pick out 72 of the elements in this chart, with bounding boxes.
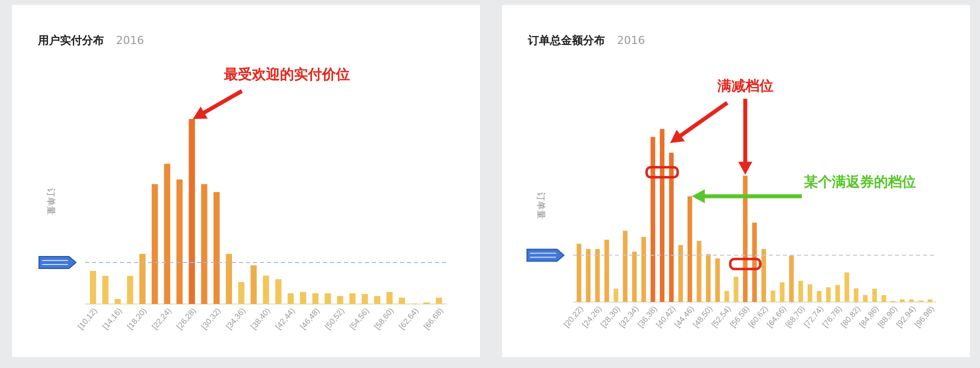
chart-subtitle: 2016: [617, 34, 645, 47]
bar: [164, 164, 170, 304]
bar: [835, 285, 840, 302]
bar: [337, 296, 344, 304]
bar: [226, 254, 232, 304]
bar: [250, 265, 257, 304]
bar: [275, 279, 282, 304]
text: 最受欢迎的实付价位: [222, 66, 350, 83]
bar: [152, 184, 158, 304]
bar: [872, 288, 877, 302]
bar: [928, 299, 932, 302]
bar: [752, 222, 757, 302]
bar: [660, 129, 664, 302]
bar: [909, 299, 914, 302]
bar: [238, 282, 244, 304]
bar: [789, 256, 794, 302]
bar: [808, 284, 812, 302]
bar: [324, 293, 331, 304]
bar: [576, 244, 582, 302]
bar: [780, 282, 785, 302]
annotation: 某个满返券的档位: [802, 173, 916, 190]
bar: [349, 293, 356, 304]
bar: [374, 296, 380, 304]
bar: [362, 294, 368, 304]
bar: [678, 245, 683, 302]
bar: [114, 299, 121, 304]
bar: [595, 249, 600, 302]
bar: [386, 292, 393, 304]
bar: [300, 292, 306, 304]
bar: [715, 258, 720, 302]
bar: [614, 288, 618, 302]
bar: [900, 299, 905, 302]
bar: [90, 270, 96, 304]
bar: [127, 276, 134, 304]
bar: [761, 249, 766, 302]
y-axis-title: 订单量: [45, 188, 56, 215]
bar: [882, 295, 886, 302]
bar: [102, 276, 108, 304]
bar: [816, 290, 822, 302]
bar: [176, 179, 183, 304]
bar: [139, 254, 146, 304]
chart-subtitle: 2016: [116, 34, 144, 47]
bar: [798, 280, 803, 302]
chart-title: 用户实付分布: [37, 34, 104, 47]
bar: [262, 276, 270, 304]
bar: [863, 295, 868, 302]
bar: [604, 240, 610, 302]
bar: [688, 196, 692, 302]
bar: [201, 184, 208, 304]
bar: [669, 152, 674, 302]
bar: [724, 290, 730, 302]
bar: [188, 119, 195, 304]
bar: [436, 298, 442, 304]
bar: [854, 288, 858, 302]
text: 满减档位: [716, 78, 774, 95]
bar: [586, 249, 591, 302]
bar: [632, 252, 637, 302]
chart-title: 订单总金额分布: [527, 34, 605, 47]
bar: [826, 287, 831, 302]
bar: [213, 192, 220, 304]
bar: [622, 230, 628, 302]
bar: [706, 254, 711, 302]
bar: [650, 136, 656, 302]
bar: [641, 236, 646, 302]
bar: [398, 298, 405, 304]
bar: [288, 293, 294, 304]
bar: [734, 276, 738, 302]
bar: [844, 272, 850, 302]
bar: [770, 290, 776, 302]
y-axis-title: 订单量: [535, 192, 546, 219]
bar: [696, 240, 702, 302]
bar: [312, 293, 319, 304]
